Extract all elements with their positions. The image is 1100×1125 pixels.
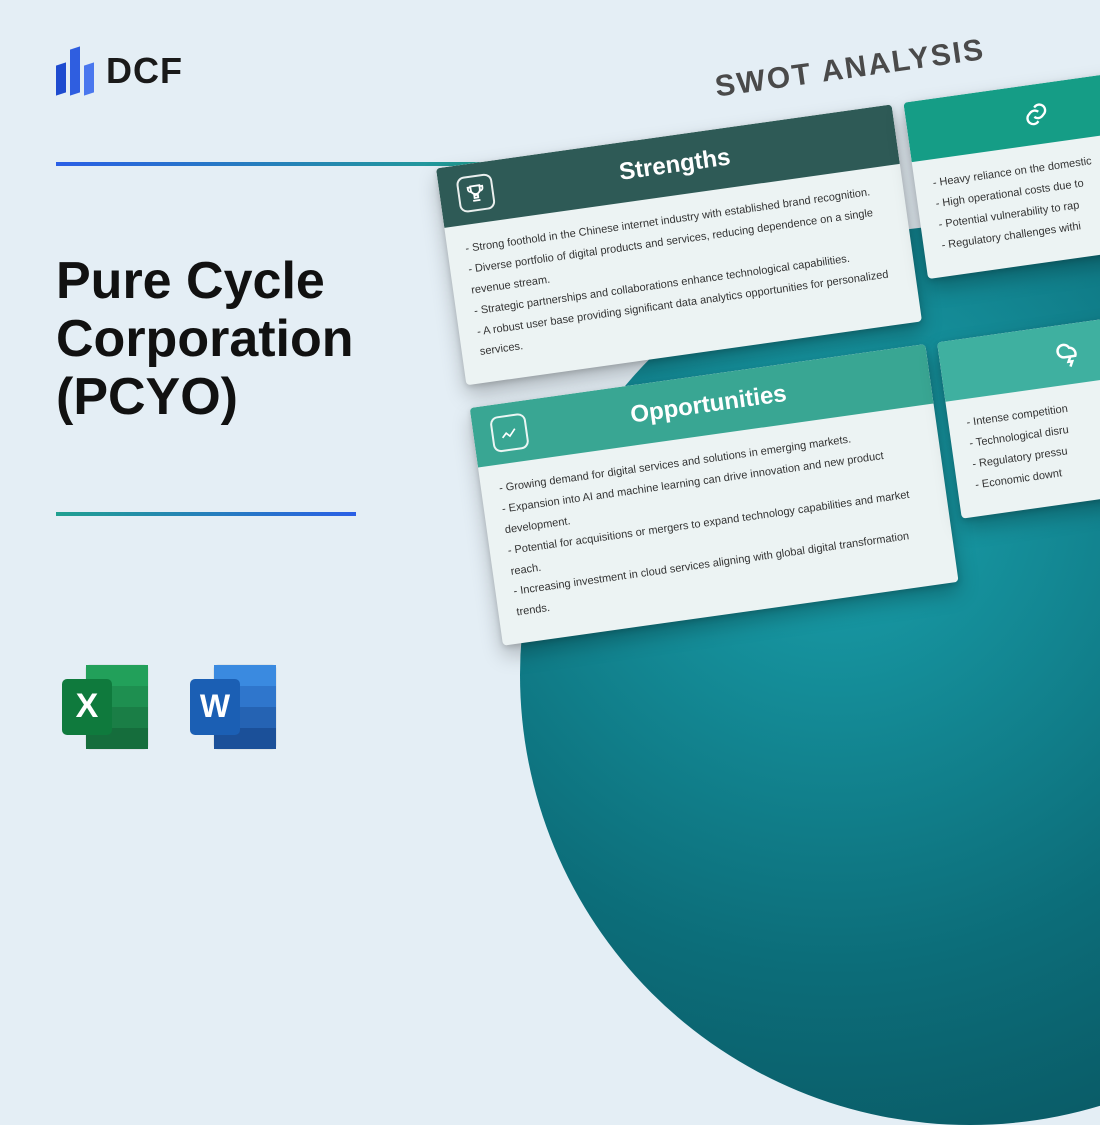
excel-icon: X (56, 657, 156, 757)
storm-icon (1050, 334, 1091, 375)
svg-text:X: X (76, 687, 99, 725)
divider-bottom (56, 512, 356, 516)
dcf-logo-text: DCF (106, 50, 183, 92)
dcf-logo: DCF (56, 48, 183, 94)
swot-card-opportunities: Opportunities Growing demand for digital… (470, 344, 959, 646)
word-icon: W (184, 657, 284, 757)
trophy-icon (455, 173, 496, 214)
file-type-icons: X W (56, 657, 284, 757)
growth-icon (489, 412, 530, 453)
divider-top (56, 162, 486, 166)
link-icon (1016, 94, 1057, 135)
svg-text:W: W (200, 688, 231, 724)
page-title: Pure CycleCorporation(PCYO) (56, 252, 354, 427)
swot-stage: SWOT ANALYSIS Strengths Strong foothold … (425, 0, 1100, 784)
swot-heading: SWOT ANALYSIS (713, 33, 987, 105)
swot-card-strengths: Strengths Strong foothold in the Chinese… (436, 104, 922, 385)
dcf-logo-bars (56, 48, 94, 94)
swot-card-threats: Intense competitionTechnological disruRe… (937, 306, 1100, 518)
swot-card-weaknesses: Heavy reliance on the domesticHigh opera… (903, 67, 1100, 279)
